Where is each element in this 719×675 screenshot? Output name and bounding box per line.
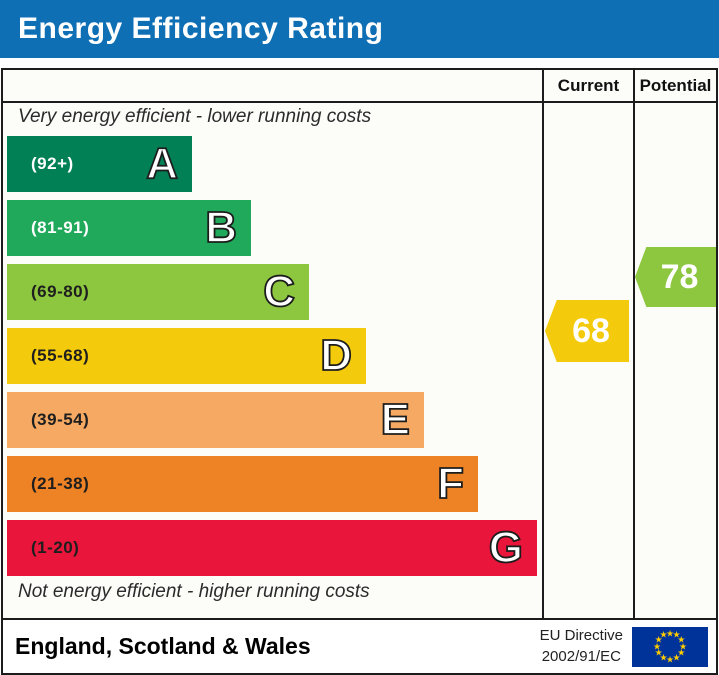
caption-not-efficient: Not energy efficient - higher running co… [18,581,370,602]
band-g: (1-20) G [7,520,537,576]
star-icon: ★ [665,654,675,664]
band-b: (81-91) B [7,200,251,256]
band-f: (21-38) F [7,456,478,512]
caption-very-efficient: Very energy efficient - lower running co… [18,106,372,127]
footer-divider [3,618,716,620]
column-header-current: Current [557,75,620,95]
band-range-label: (39-54) [31,410,90,429]
eu-directive-line2: 2002/91/EC [541,647,621,665]
rating-chart: Current Potential Very energy efficient … [3,70,716,618]
star-icon: ★ [654,634,663,645]
band-range-label: (1-20) [31,538,80,557]
potential-rating-arrow: 78 [635,247,716,307]
band-c: (69-80) C [7,264,309,320]
title-bar: Energy Efficiency Rating [0,0,719,58]
band-letter: E [380,395,411,444]
band-range-label: (21-38) [31,474,90,493]
current-column-divider [542,70,544,618]
band-range-label: (92+) [31,154,74,173]
footer-right: EU Directive 2002/91/EC ★ ★ ★ ★ ★ ★ ★ ★ … [540,626,708,667]
star-icon: ★ [659,652,668,663]
star-icon: ★ [672,629,681,640]
band-range-label: (81-91) [31,218,90,237]
star-icon: ★ [672,652,681,663]
current-rating-arrow: 68 [545,300,629,362]
band-e: (39-54) E [7,392,424,448]
band-letter: A [145,139,179,188]
star-icon: ★ [652,641,662,651]
band-range-label: (69-80) [31,282,90,301]
potential-rating-value: 78 [660,257,699,296]
star-icon: ★ [659,629,668,640]
band-letter: D [319,331,353,380]
band-letter: F [436,459,465,508]
region-label: England, Scotland & Wales [15,633,311,659]
band-d: (55-68) D [7,328,366,384]
star-icon: ★ [654,647,663,658]
band-letter: B [204,203,238,252]
header-row-divider [3,101,716,103]
column-header-potential: Potential [639,75,712,95]
potential-column-divider [633,70,635,618]
rating-table: Current Potential Very energy efficient … [1,68,718,675]
band-a: (92+) A [7,136,192,192]
band-range-label: (55-68) [31,346,90,365]
eu-flag-icon: ★ ★ ★ ★ ★ ★ ★ ★ ★ ★ ★ ★ [632,626,708,667]
star-icon: ★ [665,628,675,638]
star-icon: ★ [677,647,686,658]
star-icon: ★ [677,634,686,645]
eu-directive-label: EU Directive 2002/91/EC [540,626,623,667]
band-letter: C [262,267,296,316]
page-title: Energy Efficiency Rating [18,12,384,45]
eu-directive-line1: EU Directive [539,627,623,645]
band-letter: G [488,523,524,572]
star-icon: ★ [678,641,688,651]
current-rating-value: 68 [572,311,610,350]
footer: England, Scotland & Wales EU Directive 2… [3,620,716,673]
